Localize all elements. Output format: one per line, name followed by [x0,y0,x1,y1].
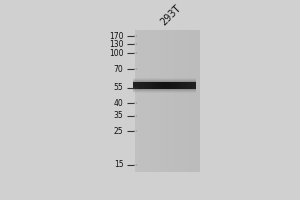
Bar [172,30,174,172]
Bar [155,82,158,89]
Bar [152,82,155,89]
Bar [140,30,142,172]
Bar [137,30,140,172]
Bar [174,30,176,172]
Text: 70: 70 [114,65,124,74]
Bar [189,82,193,89]
Bar [194,30,196,172]
Bar [198,30,200,172]
Bar [176,30,178,172]
Bar [158,82,161,89]
Bar [186,82,189,89]
Bar [148,30,150,172]
Bar [183,82,186,89]
Bar [152,30,155,172]
Bar [174,82,177,89]
Bar [161,82,164,89]
Bar [183,30,185,172]
Bar [133,82,136,89]
Bar [177,82,180,89]
Text: 15: 15 [114,160,124,169]
Bar [136,82,139,89]
Bar [133,78,196,93]
Text: 170: 170 [109,32,124,41]
Bar [167,82,170,89]
Bar [178,30,181,172]
Bar [133,80,196,91]
Bar [181,30,183,172]
Text: 100: 100 [109,49,124,58]
Bar [155,30,157,172]
Bar [159,30,161,172]
Bar [170,82,174,89]
Text: 55: 55 [114,83,124,92]
Bar [144,30,146,172]
Bar [189,30,192,172]
Bar [135,30,137,172]
Bar [133,79,196,92]
Bar [185,30,187,172]
Bar [146,82,148,89]
Bar [192,30,194,172]
Bar [166,30,168,172]
Bar [142,30,144,172]
Bar [168,30,170,172]
Bar [135,30,200,172]
Bar [133,82,196,89]
Bar [148,82,152,89]
Bar [139,82,142,89]
Bar [180,82,183,89]
Bar [133,81,196,90]
Text: 35: 35 [114,111,124,120]
Bar [170,30,172,172]
Bar [157,30,159,172]
Bar [142,82,146,89]
Bar [193,82,196,89]
Bar [196,30,198,172]
Bar [164,82,167,89]
Bar [146,30,148,172]
Bar [164,30,166,172]
Bar [187,30,189,172]
Text: 130: 130 [109,40,124,49]
Text: 25: 25 [114,127,124,136]
Bar [150,30,152,172]
Bar [161,30,164,172]
Text: 293T: 293T [158,3,183,27]
Text: 40: 40 [114,99,124,108]
